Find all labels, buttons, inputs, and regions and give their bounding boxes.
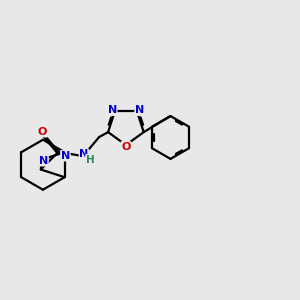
Text: N: N — [135, 105, 144, 115]
Text: O: O — [121, 142, 130, 152]
Text: N: N — [79, 149, 88, 159]
Text: N: N — [39, 156, 48, 166]
Text: O: O — [38, 127, 47, 137]
Text: N: N — [108, 105, 117, 115]
Text: N: N — [61, 151, 70, 161]
Text: H: H — [86, 155, 94, 165]
